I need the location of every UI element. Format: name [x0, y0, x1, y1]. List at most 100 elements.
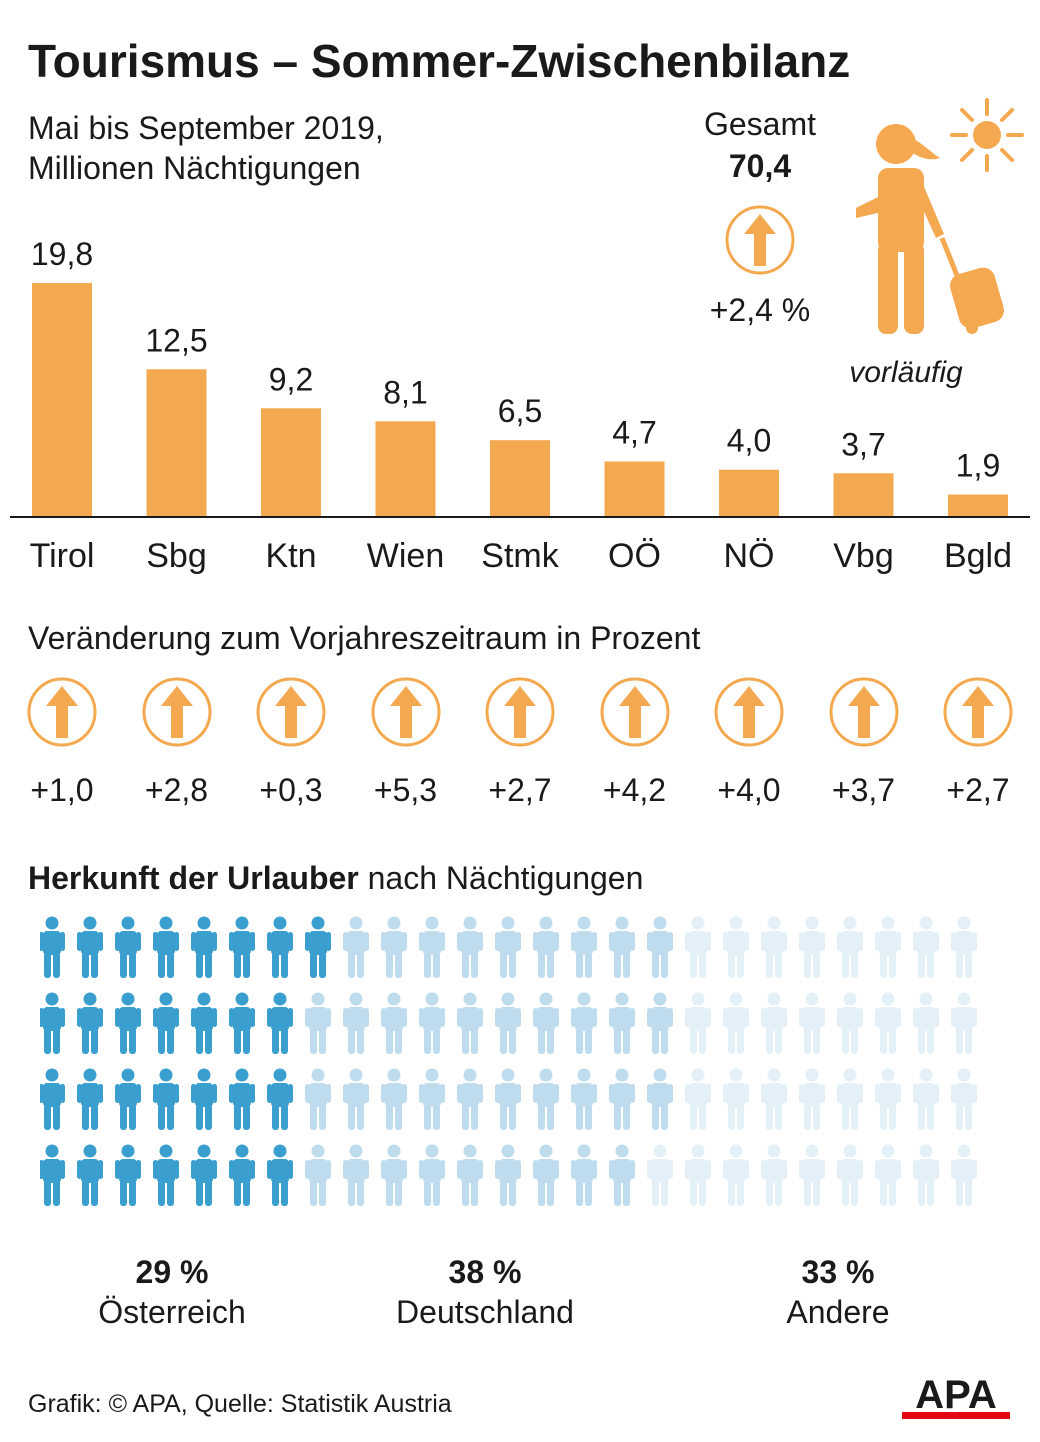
- change-item: +4,0: [694, 676, 804, 809]
- person-icon: [77, 916, 103, 978]
- category-label: Wien: [367, 537, 444, 575]
- person-icon: [381, 916, 407, 978]
- bar-chart: 19,8 Tirol 12,5 Sbg 9,2 Ktn 8,1 Wien 6,5 Stmk 4,7 O…: [10, 236, 1030, 575]
- origin-austria-pct: 29 %: [135, 1254, 209, 1290]
- bar-value-label: 12,5: [145, 322, 207, 358]
- bar-value-label: 8,1: [383, 374, 427, 410]
- total-label: Gesamt: [703, 106, 817, 142]
- bar-stmk: [490, 440, 550, 517]
- person-icon: [153, 1068, 179, 1130]
- source-footer: Grafik: © APA, Quelle: Statistik Austria: [28, 1390, 452, 1418]
- person-icon: [799, 992, 825, 1054]
- category-label: Stmk: [481, 537, 559, 575]
- apa-logo-text: APA: [915, 1373, 996, 1417]
- bar-ktn: [261, 408, 321, 517]
- person-icon: [153, 916, 179, 978]
- person-icon: [381, 1068, 407, 1130]
- person-icon: [305, 1068, 331, 1130]
- origin-other-pct: 33 %: [801, 1254, 875, 1290]
- origin-heading: Herkunft der Urlauber nach Nächtigungen: [28, 860, 643, 897]
- person-icon: [495, 1144, 521, 1206]
- person-icon: [533, 992, 559, 1054]
- up-arrow-circle-icon: [943, 677, 1013, 747]
- person-icon: [40, 992, 65, 1054]
- sun-icon: [950, 98, 1024, 172]
- person-icon: [191, 1068, 217, 1130]
- person-icon: [609, 992, 635, 1054]
- person-icon: [571, 1144, 597, 1206]
- category-label: Ktn: [265, 537, 316, 575]
- change-value: +2,8: [144, 772, 209, 808]
- up-arrow-circle-icon: [829, 677, 898, 747]
- person-icon: [685, 1068, 711, 1130]
- bar-value-label: 19,8: [31, 236, 93, 272]
- person-icon: [153, 992, 179, 1054]
- change-heading: Veränderung zum Vorjahreszeitraum in Pro…: [28, 620, 701, 656]
- change-item: +2,7: [923, 676, 1033, 809]
- person-icon: [875, 916, 901, 978]
- person-icon: [77, 1068, 103, 1130]
- person-icon: [115, 916, 141, 978]
- person-icon: [761, 916, 787, 978]
- change-value: +0,3: [259, 772, 323, 808]
- person-icon: [533, 916, 559, 978]
- person-icon: [951, 1068, 977, 1130]
- person-icon: [533, 1068, 559, 1130]
- origin-heading-rest: nach Nächtigungen: [358, 860, 644, 896]
- category-label: Vbg: [833, 537, 894, 575]
- person-icon: [191, 1144, 217, 1206]
- person-icon: [419, 1068, 445, 1130]
- person-icon: [761, 992, 787, 1054]
- person-icon: [229, 916, 255, 978]
- page-title: Tourismus – Sommer-Zwischenbilanz: [28, 35, 851, 87]
- subtitle-period: Mai bis September 2019,: [28, 110, 384, 146]
- person-icon: [571, 1068, 597, 1130]
- change-item: +4,2: [580, 676, 690, 809]
- person-icon: [191, 992, 217, 1054]
- category-label: Tirol: [30, 537, 95, 575]
- person-icon: [837, 916, 863, 978]
- bar-tirol: [32, 283, 92, 517]
- origin-heading-bold: Herkunft der Urlauber: [28, 860, 359, 896]
- person-icon: [495, 1068, 521, 1130]
- person-icon: [267, 916, 293, 978]
- person-icon: [685, 916, 711, 978]
- bar-value-label: 9,2: [269, 361, 313, 397]
- person-icon: [153, 1144, 179, 1206]
- up-arrow-circle-icon: [600, 677, 669, 747]
- bar-sbg: [146, 369, 207, 517]
- person-icon: [685, 992, 711, 1054]
- person-icon: [723, 1068, 749, 1130]
- change-item: +2,8: [122, 676, 232, 809]
- person-icon: [457, 1068, 483, 1130]
- person-icon: [533, 1144, 559, 1206]
- person-icon: [343, 1068, 369, 1130]
- change-item: +5,3: [351, 676, 461, 809]
- category-label: NÖ: [724, 537, 775, 575]
- person-icon: [913, 1068, 939, 1130]
- person-icon: [647, 1068, 673, 1130]
- bar-oö: [604, 461, 665, 517]
- person-icon: [685, 1144, 711, 1206]
- person-icon: [495, 992, 521, 1054]
- bar-value-label: 1,9: [956, 448, 1000, 484]
- person-icon: [647, 1144, 673, 1206]
- person-icon: [837, 992, 863, 1054]
- person-icon: [343, 1144, 369, 1206]
- person-icon: [40, 916, 65, 978]
- person-icon: [571, 916, 597, 978]
- person-icon: [77, 1144, 103, 1206]
- person-icon: [723, 916, 749, 978]
- person-icon: [647, 916, 673, 978]
- person-icon: [77, 992, 103, 1054]
- change-item: +3,7: [809, 676, 919, 809]
- person-icon: [571, 992, 597, 1054]
- bar-nö: [719, 469, 779, 517]
- change-item: +2,7: [465, 676, 575, 809]
- up-arrow-circle-icon: [714, 677, 784, 747]
- person-icon: [115, 1144, 141, 1206]
- person-icon: [647, 992, 673, 1054]
- up-arrow-circle-icon: [725, 205, 795, 275]
- person-icon: [267, 1068, 293, 1130]
- person-icon: [343, 992, 369, 1054]
